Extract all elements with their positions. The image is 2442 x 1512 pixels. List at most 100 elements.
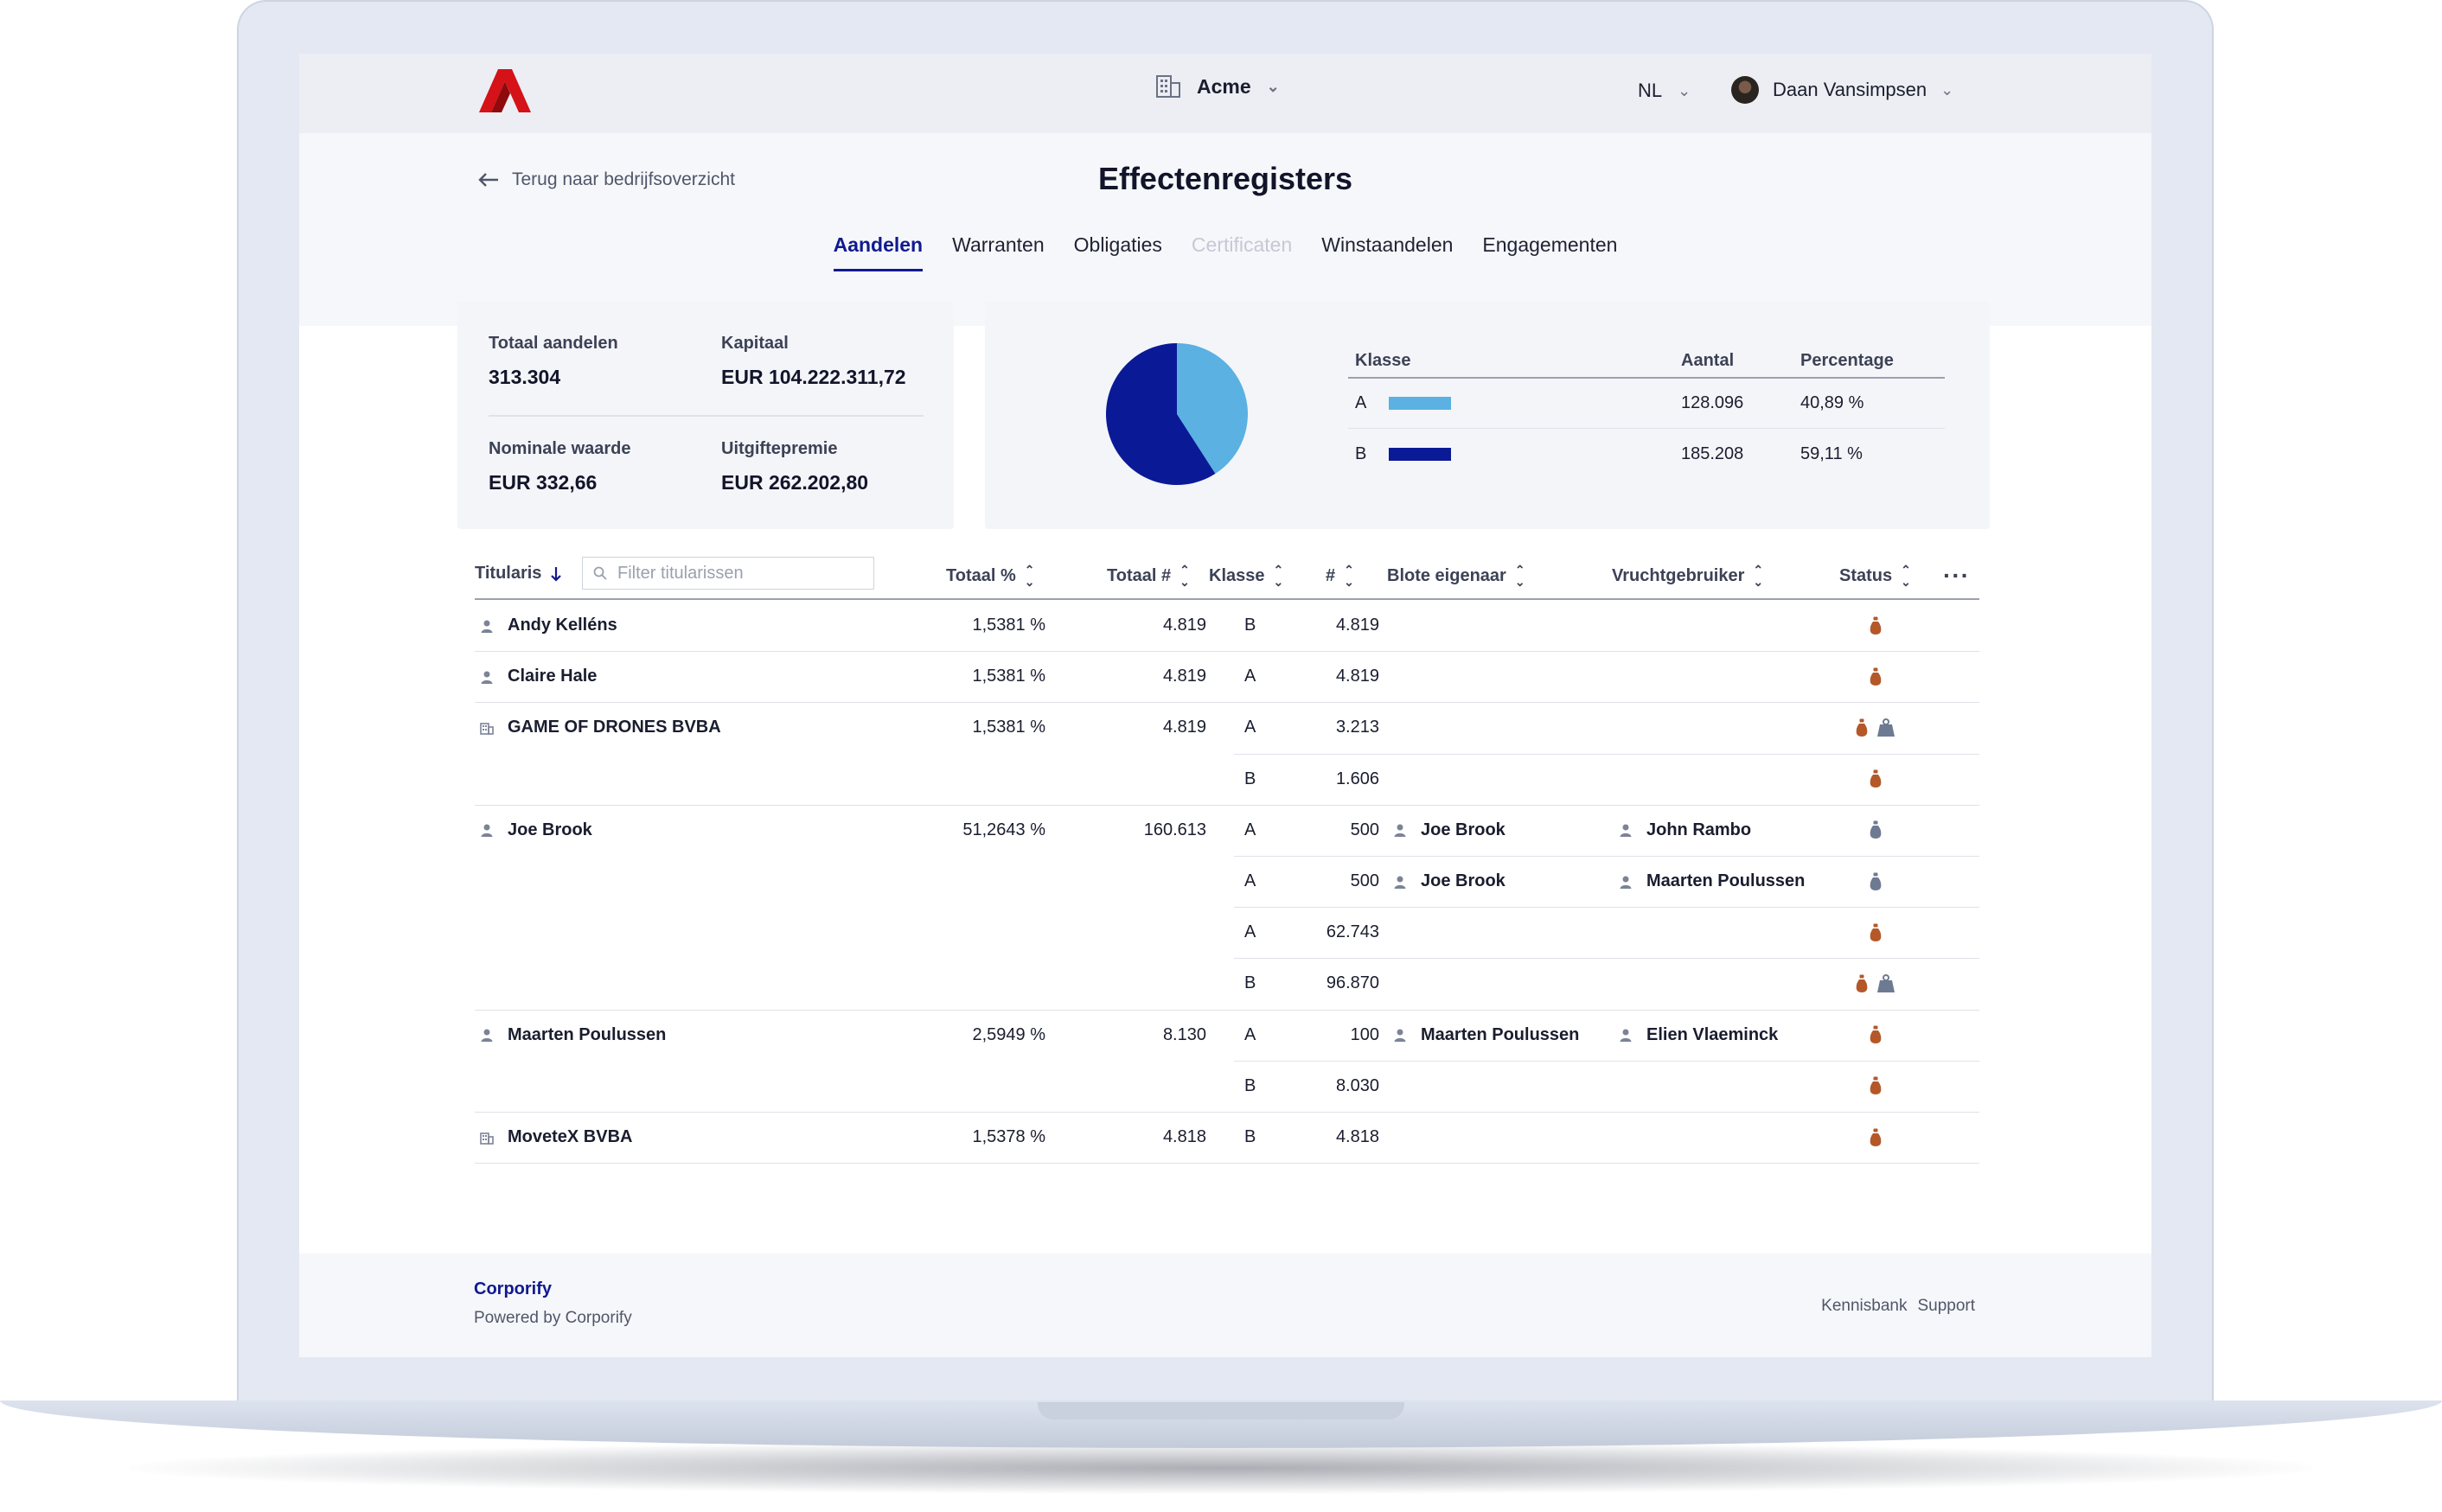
status-cell — [1824, 907, 1927, 958]
table-row: Andy Kelléns 1,5381 % 4.819 B 4.819 — [475, 600, 1979, 651]
total-pct-cell: 1,5381 % — [972, 616, 1045, 635]
issue-premium-amount: EUR 262.202,80 — [721, 471, 869, 494]
num-cell: 4.819 — [1335, 667, 1379, 686]
money-bag-icon[interactable] — [1870, 616, 1882, 635]
klasse-cell: A — [1244, 922, 1256, 942]
money-bag-icon[interactable] — [1870, 769, 1882, 788]
footer-link-support[interactable]: Support — [1917, 1297, 1975, 1315]
footer-powered-by: Powered by Corporify — [474, 1309, 632, 1327]
legend-swatch-a — [1389, 397, 1452, 410]
row-divider — [1234, 856, 1979, 857]
person-icon — [1620, 824, 1632, 838]
holder-cell[interactable]: Andy Kelléns — [480, 600, 843, 651]
holder-cell[interactable]: Maarten Poulussen — [480, 1010, 843, 1061]
num-cell: 3.213 — [1335, 718, 1379, 737]
column-header-total-pct[interactable]: Totaal % ⌃ ⌄ — [946, 564, 1035, 588]
user-name: Daan Vansimpsen — [1773, 79, 1927, 100]
money-bag-icon[interactable] — [1870, 820, 1882, 839]
more-options-icon[interactable]: ··· — [1943, 562, 1970, 589]
bare-owner-name: Maarten Poulussen — [1421, 1024, 1580, 1044]
pie-slice-a — [1177, 343, 1248, 474]
laptop-shadow — [130, 1442, 2312, 1494]
num-cell: 500 — [1350, 820, 1379, 839]
footer-link-kennisbank[interactable]: Kennisbank — [1821, 1297, 1908, 1315]
pledge-weight-icon[interactable] — [1876, 718, 1895, 737]
tab-aandelen[interactable]: Aandelen — [819, 233, 938, 271]
usufructuary-cell[interactable]: Maarten Poulussen — [1619, 856, 1844, 907]
nominal-value: Nominale waarde EUR 332,66 — [489, 439, 631, 494]
money-bag-icon[interactable] — [1870, 923, 1882, 942]
table-row: A 500 Joe Brook Maarten Poulussen — [475, 856, 1979, 907]
bare-owner-cell[interactable]: Joe Brook — [1393, 856, 1618, 907]
usufructuary-name: Maarten Poulussen — [1646, 871, 1806, 890]
tab-obligaties[interactable]: Obligaties — [1073, 233, 1162, 256]
page-title: Effectenregisters — [1097, 161, 1353, 196]
legend-row-a: A 128.096 40,89 % — [1348, 379, 1945, 429]
company-name: Acme — [1197, 74, 1251, 98]
money-bag-icon[interactable] — [1870, 872, 1882, 891]
column-header-klasse[interactable]: Klasse ⌃ ⌄ — [1209, 564, 1283, 588]
holder-filter-input[interactable]: Filter titularissen — [582, 557, 874, 590]
table-row: MoveteX BVBA 1,5378 % 4.818 B 4.818 — [475, 1112, 1979, 1163]
tab-engagementen[interactable]: Engagementen — [1482, 233, 1618, 256]
language-selector[interactable]: NL ⌄ — [1638, 80, 1691, 102]
column-header-bare-owner[interactable]: Blote eigenaar ⌃ ⌄ — [1387, 564, 1525, 588]
holder-cell[interactable]: Claire Hale — [480, 651, 843, 702]
sort-icon: ⌃ ⌄ — [1344, 563, 1354, 589]
user-menu[interactable]: Daan Vansimpsen ⌄ — [1731, 76, 1953, 104]
bare-owner-cell[interactable]: Joe Brook — [1393, 805, 1618, 856]
money-bag-icon[interactable] — [1856, 718, 1868, 737]
row-divider — [475, 702, 1979, 704]
bare-owner-cell[interactable]: Maarten Poulussen — [1393, 1010, 1618, 1061]
usufructuary-name: Elien Vlaeminck — [1646, 1024, 1779, 1044]
status-cell — [1824, 958, 1927, 1009]
total-num-cell: 160.613 — [1143, 820, 1206, 839]
status-cell — [1824, 805, 1927, 856]
footer-links: Kennisbank Support — [1821, 1297, 1975, 1316]
building-icon — [1156, 75, 1180, 98]
row-divider — [1234, 753, 1979, 755]
column-header-total-num[interactable]: Totaal # ⌃ ⌄ — [1107, 564, 1190, 588]
tab-winstaandelen[interactable]: Winstaandelen — [1321, 233, 1454, 256]
column-header-num[interactable]: # ⌃ ⌄ — [1326, 564, 1354, 588]
column-header-status[interactable]: Status ⌃ ⌄ — [1839, 564, 1911, 588]
legend-count: 185.208 — [1681, 443, 1744, 463]
usufructuary-cell[interactable]: John Rambo — [1619, 805, 1844, 856]
column-header-usufructuary[interactable]: Vruchtgebruiker ⌃ ⌄ — [1612, 564, 1763, 588]
money-bag-icon[interactable] — [1856, 974, 1868, 993]
tab-warranten[interactable]: Warranten — [952, 233, 1045, 256]
pledge-weight-icon[interactable] — [1876, 973, 1895, 993]
language-code: NL — [1638, 80, 1663, 101]
num-cell: 4.818 — [1335, 1127, 1379, 1146]
table-row: B 8.030 — [475, 1061, 1979, 1112]
back-link[interactable]: Terug naar bedrijfsoverzicht — [477, 169, 735, 190]
row-divider — [475, 1112, 1979, 1113]
usufructuary-cell[interactable]: Elien Vlaeminck — [1619, 1010, 1844, 1061]
table-row: A 62.743 — [475, 907, 1979, 958]
person-icon — [481, 1029, 493, 1043]
footer-brand[interactable]: Corporify — [474, 1279, 552, 1298]
status-cell — [1824, 856, 1927, 907]
filter-placeholder: Filter titularissen — [617, 563, 744, 583]
company-selector[interactable]: Acme ⌄ — [1155, 74, 1280, 99]
holder-cell[interactable]: GAME OF DRONES BVBA — [480, 702, 843, 753]
holder-cell[interactable]: MoveteX BVBA — [480, 1112, 843, 1163]
num-cell: 100 — [1350, 1024, 1379, 1044]
total-pct-cell: 2,5949 % — [972, 1024, 1045, 1044]
holder-cell[interactable]: Joe Brook — [480, 805, 843, 856]
register-tabs: Aandelen Warranten Obligaties Certificat… — [299, 233, 2151, 271]
klasse-cell: A — [1244, 871, 1256, 890]
money-bag-icon[interactable] — [1870, 1128, 1882, 1147]
usufructuary-name: John Rambo — [1646, 820, 1752, 839]
column-header-holder[interactable]: Titularis — [475, 564, 562, 584]
row-divider — [1234, 958, 1979, 960]
holder-name: Andy Kelléns — [508, 616, 617, 635]
company-logo[interactable] — [479, 69, 531, 112]
column-header-bare-owner-label: Blote eigenaar — [1387, 565, 1506, 585]
legend-class-label: B — [1355, 443, 1367, 463]
bare-owner-name: Joe Brook — [1421, 871, 1505, 890]
money-bag-icon[interactable] — [1870, 1076, 1882, 1095]
money-bag-icon[interactable] — [1870, 667, 1882, 686]
money-bag-icon[interactable] — [1870, 1025, 1882, 1044]
holder-name: Claire Hale — [508, 667, 598, 686]
